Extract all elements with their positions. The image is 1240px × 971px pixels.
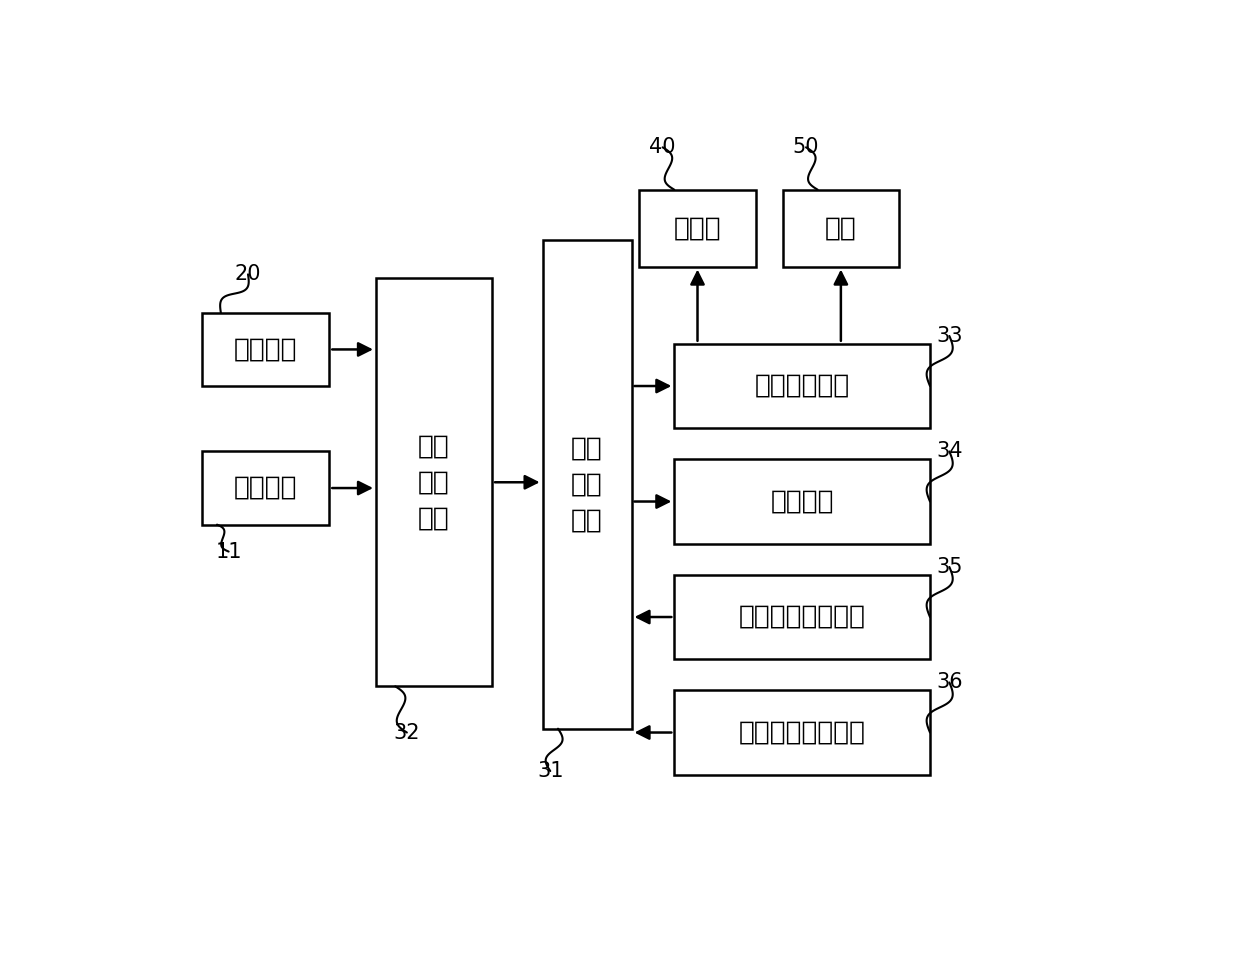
Text: 35: 35 xyxy=(936,557,962,577)
Text: 36: 36 xyxy=(936,673,962,692)
Text: 光电开关: 光电开关 xyxy=(233,336,298,362)
Text: 40: 40 xyxy=(650,137,676,157)
Text: 信号
输入
单元: 信号 输入 单元 xyxy=(418,433,450,531)
Text: 50: 50 xyxy=(792,137,820,157)
Text: 涡流探头: 涡流探头 xyxy=(233,475,298,501)
Bar xyxy=(675,459,930,544)
Bar xyxy=(376,279,492,686)
Text: 用户程序存储单元: 用户程序存储单元 xyxy=(739,720,866,746)
Text: 显示单元: 显示单元 xyxy=(770,488,833,515)
Text: 信号输出单元: 信号输出单元 xyxy=(754,373,849,399)
Text: 34: 34 xyxy=(936,442,962,461)
Text: 31: 31 xyxy=(537,761,563,781)
Text: 汽缸: 汽缸 xyxy=(825,216,857,241)
Text: 20: 20 xyxy=(234,264,262,285)
Bar xyxy=(675,690,930,775)
Bar xyxy=(675,575,930,659)
Bar xyxy=(675,344,930,428)
Text: 喷码机: 喷码机 xyxy=(673,216,722,241)
Bar xyxy=(201,452,330,524)
Bar xyxy=(543,240,631,728)
Text: 系统程序存储单元: 系统程序存储单元 xyxy=(739,604,866,630)
Text: 32: 32 xyxy=(393,722,420,743)
Bar xyxy=(640,189,755,267)
Text: 11: 11 xyxy=(216,542,242,561)
Bar xyxy=(782,189,899,267)
Bar xyxy=(201,313,330,386)
Text: 中央
处理
单元: 中央 处理 单元 xyxy=(572,435,603,533)
Text: 33: 33 xyxy=(936,326,962,346)
